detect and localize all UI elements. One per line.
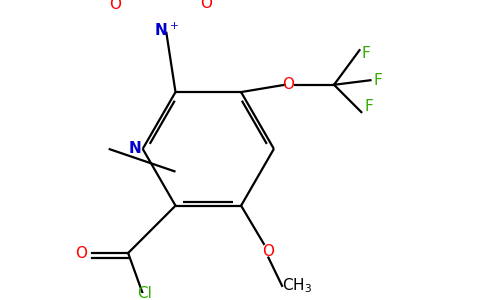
Text: O: O: [200, 0, 212, 11]
Text: O: O: [262, 244, 274, 259]
Text: O$^-$: O$^-$: [109, 0, 133, 12]
Text: N$^+$: N$^+$: [154, 22, 179, 39]
Text: F: F: [362, 46, 370, 61]
Text: F: F: [373, 73, 382, 88]
Text: F: F: [364, 99, 373, 114]
Text: N: N: [129, 141, 142, 156]
Text: Cl: Cl: [137, 286, 152, 300]
Text: CH$_3$: CH$_3$: [282, 276, 312, 295]
Text: O: O: [283, 77, 294, 92]
Text: O: O: [75, 245, 87, 260]
